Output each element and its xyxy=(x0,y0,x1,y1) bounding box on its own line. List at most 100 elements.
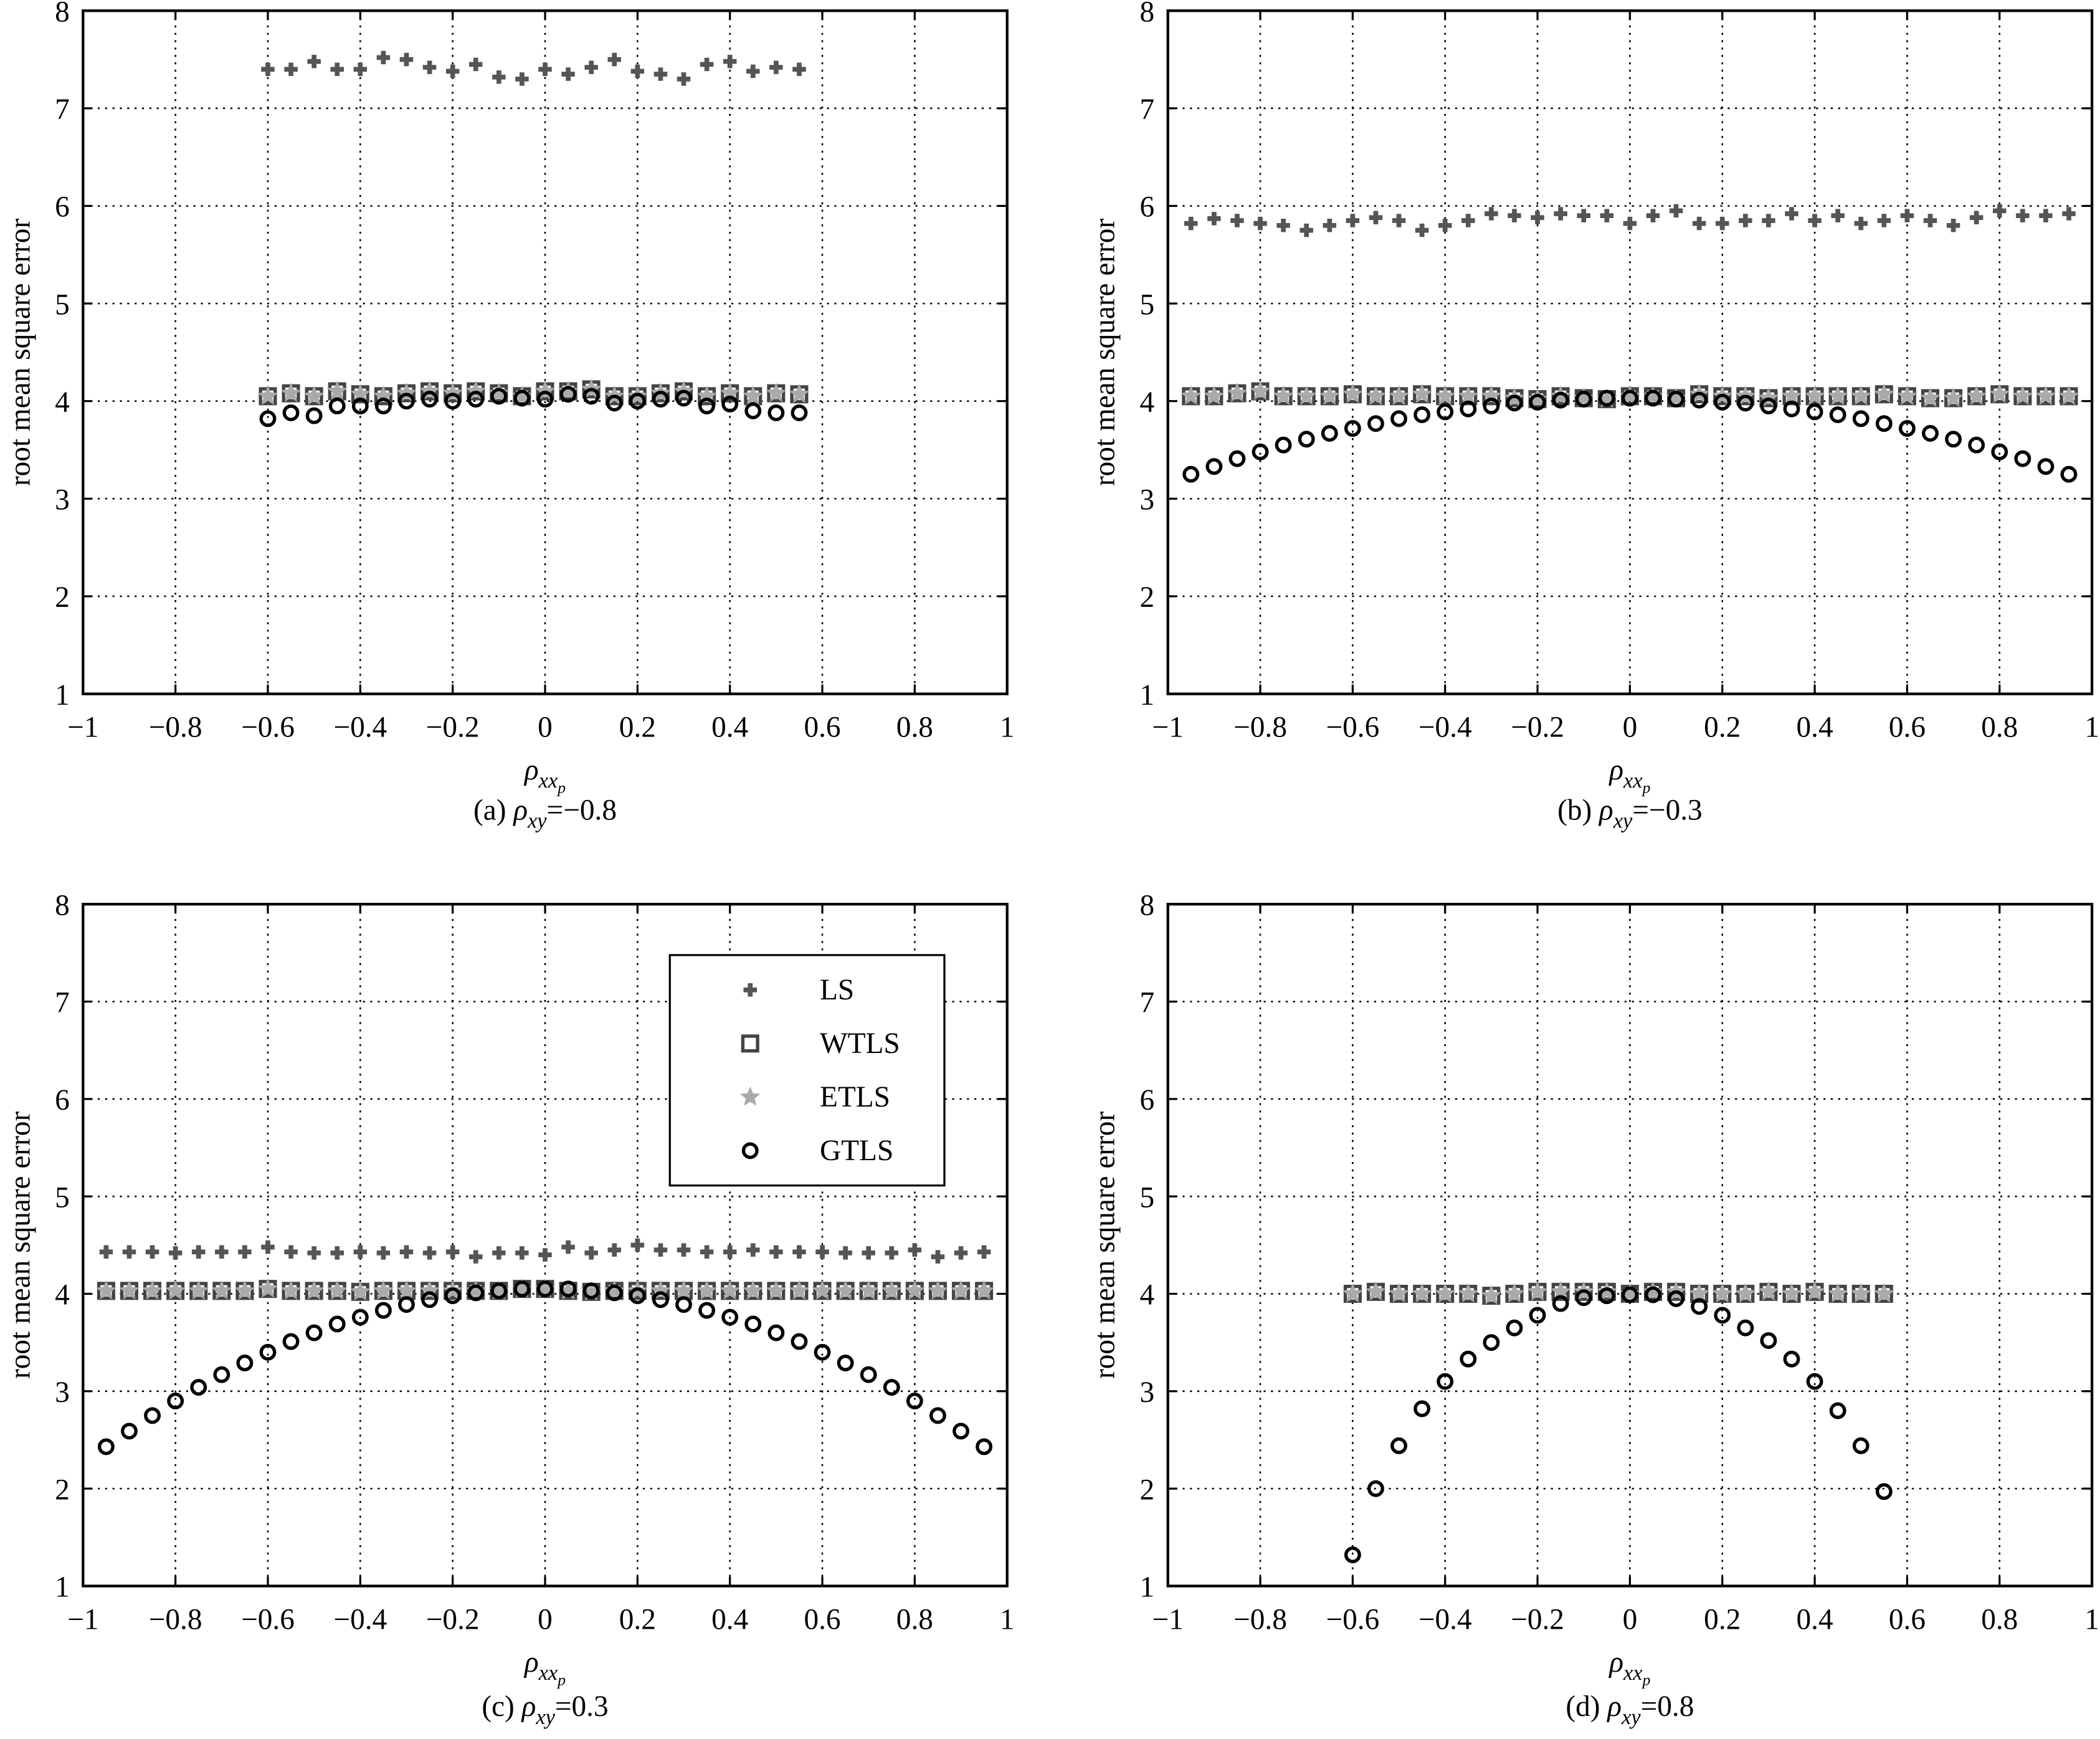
point xyxy=(767,404,785,421)
point xyxy=(1461,214,1475,227)
series xyxy=(97,1280,993,1456)
point xyxy=(1645,389,1661,407)
point xyxy=(1689,1283,1710,1303)
y-tick-label: 3 xyxy=(55,1376,70,1409)
x-axis-label: ρxxp xyxy=(523,1646,566,1689)
point xyxy=(513,1280,531,1298)
point xyxy=(629,1287,646,1305)
point xyxy=(746,64,760,79)
point xyxy=(1623,216,1637,231)
point xyxy=(584,60,598,74)
point xyxy=(1968,436,1985,454)
point xyxy=(490,388,508,405)
point xyxy=(213,1366,230,1383)
point xyxy=(1600,209,1614,222)
point xyxy=(2039,209,2053,222)
panel: −1 −0.8 −0.6 −0.4 −0.2 0 0.2 0.4 0.6 0.8 1 1 2 3 4 5 6 7 8… xyxy=(1089,0,2099,833)
point xyxy=(421,391,439,408)
point xyxy=(142,1280,163,1300)
x-tick-label: 0.8 xyxy=(1981,711,2018,743)
point xyxy=(353,1245,368,1259)
point xyxy=(165,1280,186,1300)
point xyxy=(1831,209,1845,222)
point xyxy=(328,1315,346,1333)
point xyxy=(1739,214,1752,227)
panel: −1 −0.8 −0.6 −0.4 −0.2 0 0.2 0.4 0.6 0.8 1 1 2 3 4 5 6 7 8… xyxy=(4,0,1014,833)
point xyxy=(374,1302,392,1319)
point xyxy=(1460,1350,1477,1368)
point xyxy=(1435,1283,1456,1303)
x-tick-label: 0.6 xyxy=(1889,711,1926,743)
y-tick-label: 5 xyxy=(1140,288,1155,321)
point xyxy=(696,1280,717,1300)
point xyxy=(1458,1283,1479,1303)
point xyxy=(1785,207,1798,221)
panel: −1 −0.8 −0.6 −0.4 −0.2 0 0.2 0.4 0.6 0.8 1 1 2 3 4 5 6 7 8… xyxy=(4,889,1014,1729)
point xyxy=(1485,207,1498,221)
point xyxy=(1573,387,1594,407)
point xyxy=(1483,398,1500,415)
point xyxy=(1252,443,1269,460)
point xyxy=(1342,383,1363,403)
point xyxy=(373,1280,394,1300)
point xyxy=(1827,385,1848,405)
point xyxy=(860,1366,877,1383)
point xyxy=(2062,207,2076,221)
point xyxy=(99,1245,113,1259)
point xyxy=(766,1280,787,1300)
legend: LS WTLS ETLS GTLS xyxy=(668,954,946,1187)
point xyxy=(538,1248,552,1262)
point xyxy=(1783,400,1800,417)
point xyxy=(582,388,600,405)
point xyxy=(515,1246,529,1260)
point xyxy=(792,1245,806,1259)
point xyxy=(720,1280,741,1300)
point xyxy=(280,1280,302,1300)
point xyxy=(858,1280,879,1300)
point xyxy=(1666,387,1686,407)
y-tick-label: 4 xyxy=(55,1279,70,1312)
x-tick-label: −0.2 xyxy=(1511,711,1564,743)
point xyxy=(1806,403,1823,421)
point xyxy=(673,1280,694,1300)
point xyxy=(1621,389,1638,407)
x-tick-label: 1 xyxy=(2084,1603,2099,1636)
legend-swatch xyxy=(741,1034,759,1053)
point xyxy=(536,1280,554,1298)
y-axis-label: root mean square error xyxy=(4,1111,36,1379)
y-tick-label: 7 xyxy=(1140,93,1155,126)
point xyxy=(677,1243,691,1257)
point xyxy=(2012,385,2033,405)
point xyxy=(2058,385,2079,405)
point xyxy=(1508,209,1521,222)
series xyxy=(96,1278,994,1301)
point xyxy=(399,1245,414,1259)
x-tick-label: 0 xyxy=(538,711,553,743)
point xyxy=(1854,216,1868,231)
point xyxy=(1366,1281,1386,1301)
point xyxy=(1458,385,1479,405)
y-tick-label: 7 xyxy=(55,987,70,1019)
caption-prefix: (c) xyxy=(482,1690,514,1723)
point xyxy=(653,67,668,81)
point xyxy=(282,404,300,421)
series xyxy=(261,50,806,86)
x-tick-label: 0.2 xyxy=(1704,711,1741,743)
subscript: xx xyxy=(1623,1661,1643,1685)
y-tick-label: 1 xyxy=(55,679,70,712)
symbol: ρ xyxy=(523,1646,539,1679)
y-tick-label: 8 xyxy=(1140,889,1155,922)
point xyxy=(885,1246,899,1260)
y-tick-label: 7 xyxy=(55,93,70,126)
point xyxy=(630,1238,645,1252)
series xyxy=(99,1238,991,1264)
point xyxy=(652,1291,669,1308)
point xyxy=(1737,1319,1754,1336)
y-tick-label: 3 xyxy=(1140,1376,1155,1409)
point xyxy=(1413,1400,1431,1417)
point xyxy=(1184,216,1198,231)
point xyxy=(815,1245,829,1259)
point xyxy=(396,1280,417,1300)
point xyxy=(723,1245,737,1259)
x-tick-label: 0 xyxy=(1623,711,1638,743)
